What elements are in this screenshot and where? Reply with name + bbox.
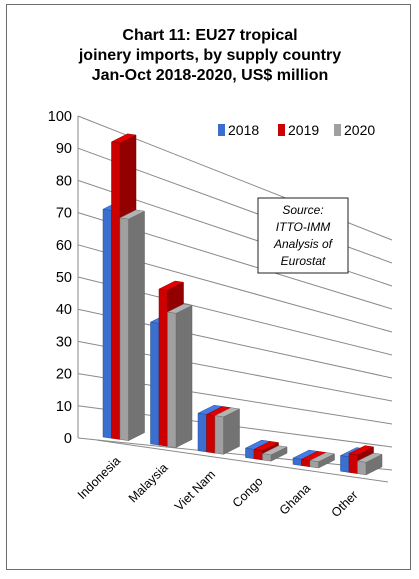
legend-item-2020: 2020 xyxy=(334,122,375,138)
source-box xyxy=(257,197,349,274)
category-label: Indonesia xyxy=(75,454,123,502)
y-tick-label: 30 xyxy=(56,334,72,350)
legend-swatch xyxy=(278,124,285,136)
legend-swatch xyxy=(334,124,341,136)
gridline xyxy=(77,437,393,471)
chart-title-line-3: Jan-Oct 2018-2020, US$ million xyxy=(92,67,329,84)
source-line-1: Source: xyxy=(282,203,323,217)
y-tick-label: 100 xyxy=(48,109,72,125)
legend-swatch xyxy=(218,124,225,136)
legend-label: 2019 xyxy=(288,122,319,138)
source-line-4: Eurostat xyxy=(281,254,326,268)
y-tick-label: 80 xyxy=(56,173,72,189)
y-tick-label: 20 xyxy=(56,367,72,383)
y-tick-label: 90 xyxy=(56,141,72,157)
y-tick-label: 60 xyxy=(56,238,72,254)
legend-item-2019: 2019 xyxy=(278,122,319,138)
bars xyxy=(102,133,383,476)
y-tick-label: 10 xyxy=(56,399,72,415)
category-label: Viet Nam xyxy=(172,467,218,513)
y-tick-label: 50 xyxy=(56,270,72,286)
source-line-3: Analysis of xyxy=(273,237,334,251)
category-label: Congo xyxy=(230,474,266,510)
floor-edge xyxy=(96,439,389,483)
category-label: Ghana xyxy=(277,481,313,517)
category-label: Malaysia xyxy=(126,461,171,506)
legend-item-2018: 2018 xyxy=(218,122,259,138)
legend-label: 2018 xyxy=(228,122,259,138)
bar-other-2020 xyxy=(356,452,383,476)
y-tick-label: 40 xyxy=(56,302,72,318)
y-axis-ticks: 0 10 20 30 40 50 60 70 80 90 100 xyxy=(48,109,72,447)
y-tick-label: 0 xyxy=(64,431,72,447)
source-annotation: Source: ITTO-IMM Analysis of Eurostat xyxy=(257,197,349,274)
bar-congo-2020 xyxy=(261,445,288,462)
bar-malaysia-2020 xyxy=(166,303,193,448)
bar-ghana-2020 xyxy=(309,452,336,469)
legend-label: 2020 xyxy=(344,122,375,138)
legend: 2018 2019 2020 xyxy=(218,122,375,138)
chart-title-line-2: joinery imports, by supply country xyxy=(78,47,341,64)
chart-title-line-1: Chart 11: EU27 tropical xyxy=(122,27,297,44)
category-label: Other xyxy=(329,488,361,520)
bar-indonesia-2020 xyxy=(119,209,146,442)
bar-viet-nam-2020 xyxy=(214,407,241,455)
source-line-2: ITTO-IMM xyxy=(276,220,330,234)
y-tick-label: 70 xyxy=(56,206,72,222)
